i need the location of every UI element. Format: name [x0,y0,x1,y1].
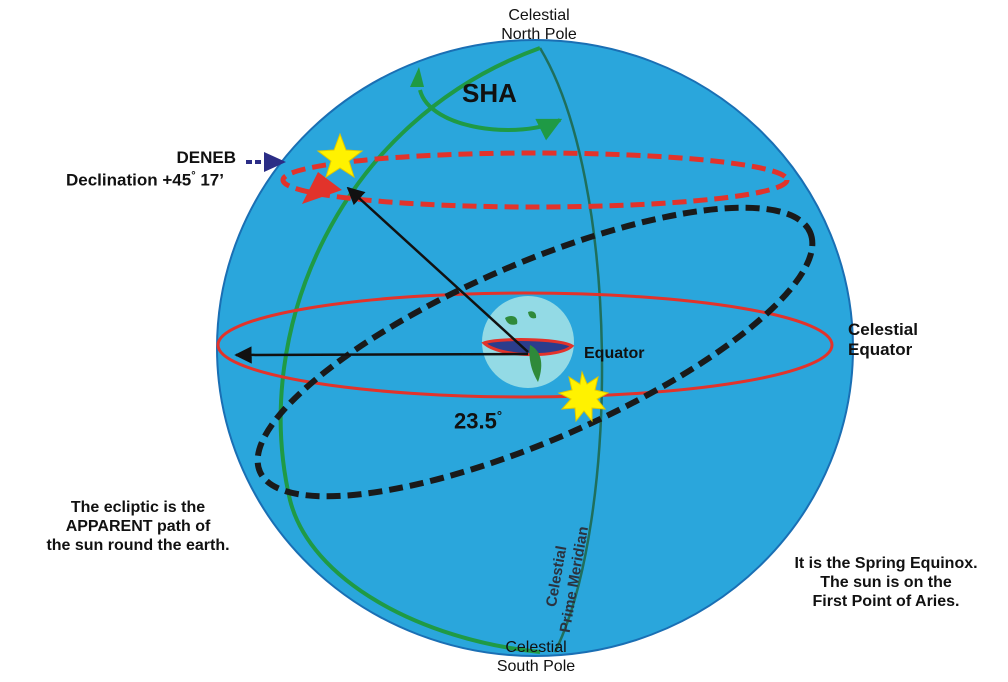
ecliptic-note: The ecliptic is the APPARENT path of the… [46,499,230,555]
hour-circle-line [278,46,541,654]
earth-equator-label: Equator [584,345,645,362]
equinox-note: It is the Spring Equinox. The sun is on … [794,555,978,611]
declination-label: Declination +45° 17’ [66,170,224,191]
sha-arc-arrow [418,89,563,141]
obliquity-label: 23.5° [454,408,502,435]
obliquity-degree: ° [496,408,503,423]
obliquity-value: 23.5 [454,408,497,434]
declination-minutes: 17’ [200,170,224,190]
north-pole-label: Celestial North Pole [501,7,577,44]
earth-equator-disc [481,338,575,357]
sun-burst-icon [557,370,610,423]
celestial-equator-label: Celestial Equator [848,320,918,360]
celestial-equator-line [216,291,834,399]
south-pole-label: Celestial South Pole [496,639,576,676]
prime-meridian-line [538,47,604,653]
earth-landmass-north [505,311,537,325]
declination-circle [280,150,790,210]
sha-label: SHA [462,78,517,108]
deneb-label: DENEB [176,148,236,167]
deneb-star-icon [316,132,364,179]
declination-direction-arrow [302,172,342,204]
declination-degree: ° [191,170,196,182]
deneb-pointer-arrowhead [264,152,286,172]
declination-value: Declination +45 [66,170,192,190]
ecliptic-line [254,204,816,500]
radius-to-equator-arrow [234,346,529,364]
radius-to-deneb-arrow [346,186,529,353]
sha-arrowhead-left [410,67,424,87]
earth-landmass [529,345,542,382]
